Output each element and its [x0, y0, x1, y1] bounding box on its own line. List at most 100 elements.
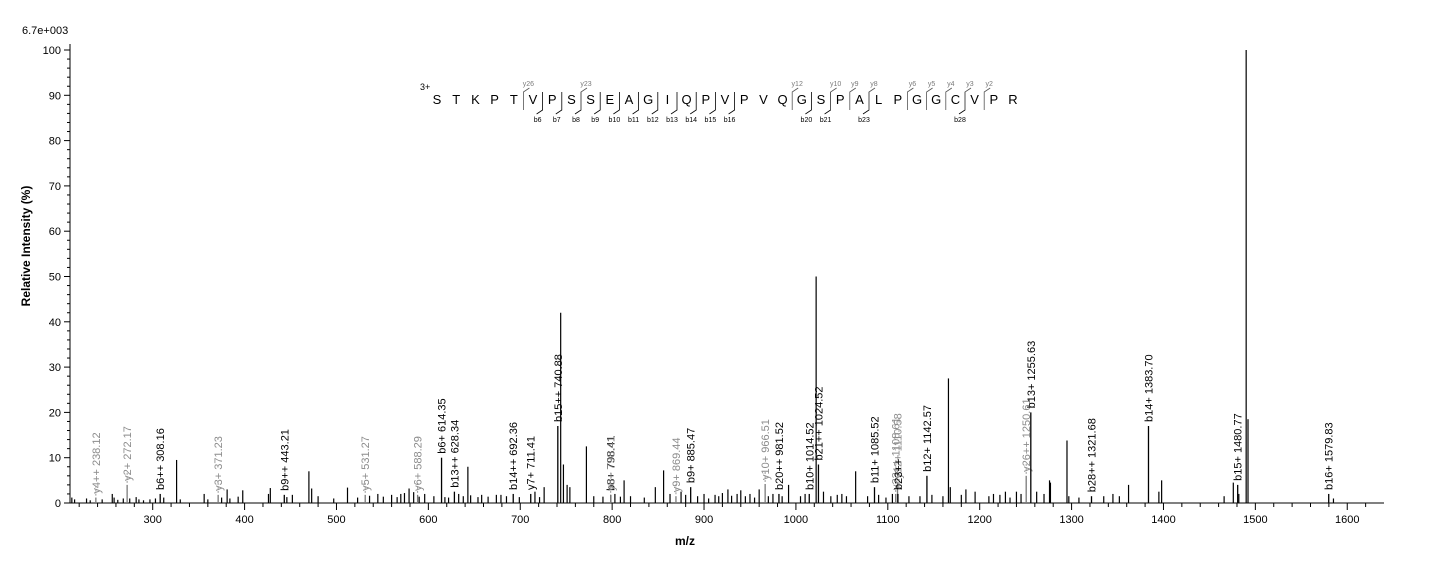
- residue-letter: E: [605, 92, 614, 107]
- b-ion-marker: b10: [609, 117, 621, 124]
- b-ion-label: b9+ 885.47: [686, 428, 698, 483]
- b-ion-marker: b20: [801, 117, 813, 124]
- x-tick-label: 300: [144, 514, 162, 526]
- b-ion-label: b13++ 628.34: [449, 420, 461, 488]
- y-ion-marker: y3: [966, 81, 974, 88]
- b-ion-marker: b11: [628, 117, 639, 124]
- y-ion-label: y3+ 371.23: [213, 436, 225, 491]
- residue-letter: P: [989, 92, 998, 107]
- y-ion-marker: y12: [792, 81, 803, 88]
- y-ion-bracket: [926, 87, 933, 110]
- b-ion-label: y7+ 711.41: [526, 436, 538, 490]
- b-ion-marker: b9: [591, 117, 599, 124]
- b-ion-label: b6++ 308.16: [155, 428, 167, 490]
- b-ion-label: b20++ 981.52: [774, 422, 786, 490]
- y-ion-bracket: [964, 87, 972, 110]
- residue-letter: C: [951, 92, 960, 107]
- b-ion-label: b12+ 1142.57: [922, 405, 934, 472]
- b-ion-bracket: [689, 92, 697, 115]
- y-ion-marker: y6: [909, 81, 917, 88]
- y-ion-bracket: [868, 87, 876, 110]
- b-ion-label: b10+ 1014.52: [804, 422, 816, 490]
- y-ion-label: y12+ 1110.58: [893, 413, 905, 478]
- y-ion-marker: y9: [851, 81, 859, 88]
- y-tick-label: 50: [49, 272, 61, 284]
- residue-letter: G: [797, 92, 807, 107]
- residue-letter: A: [855, 92, 864, 107]
- y-ion-label: y23++ 1108.61: [891, 417, 903, 490]
- b-ion-marker: b23: [858, 117, 870, 124]
- x-tick-label: 1500: [1243, 514, 1267, 526]
- y-ion-bracket: [580, 87, 588, 110]
- y-ion-bracket: [945, 87, 953, 110]
- y-tick-label: 0: [55, 498, 61, 510]
- residue-letter: V: [721, 92, 730, 107]
- b-ion-label: b28++ 1321.68: [1087, 418, 1099, 492]
- b-ion-label: b14+ 1383.70: [1143, 354, 1155, 422]
- residue-letter: A: [625, 92, 634, 107]
- y-ion-bracket: [523, 87, 530, 110]
- x-tick-label: 900: [695, 514, 713, 526]
- y-ion-label: y5+ 531.27: [360, 436, 372, 491]
- y-ion-marker: y5: [928, 81, 936, 88]
- b-ion-marker: b8: [572, 117, 580, 124]
- b-ion-label: b21++ 1024.52: [813, 386, 825, 460]
- y-ion-marker: y2: [985, 81, 993, 88]
- y-ion-bracket: [907, 87, 914, 110]
- x-tick-label: 1000: [784, 514, 808, 526]
- b-ion-bracket: [593, 92, 601, 115]
- y-ion-marker: y4: [947, 81, 955, 88]
- residue-letter: V: [759, 92, 768, 107]
- y-ion-bracket: [849, 87, 857, 110]
- x-tick-label: 800: [603, 514, 621, 526]
- plot-area: 0 10 20 30 40 50 60 70 80 90 100 300 400 500 600 700 800…: [43, 44, 1384, 526]
- x-tick-label: 1600: [1335, 514, 1359, 526]
- y-ion-label: y6+ 588.29: [413, 436, 425, 491]
- residue-letter: G: [643, 92, 653, 107]
- y-ion-label: y2+ 272.17: [122, 426, 134, 481]
- b-ion-label: b15+ 1480.77: [1233, 413, 1245, 481]
- residue-letter: Q: [778, 92, 788, 107]
- y-tick-label: 60: [49, 226, 61, 238]
- residue-letter: L: [875, 92, 882, 107]
- y-tick-label: 40: [49, 317, 61, 329]
- y-ion-label: y10+ 966.51: [760, 419, 772, 480]
- b-ion-label: b16+ 1579.83: [1324, 422, 1336, 490]
- residue-letter: R: [1008, 92, 1017, 107]
- residue-letter: V: [970, 92, 979, 107]
- y-tick-label: 80: [49, 136, 61, 148]
- y-tick-label: 20: [49, 407, 61, 419]
- b-ion-marker: b14: [685, 117, 697, 124]
- y-ion-marker: y8: [870, 81, 878, 88]
- residue-letter: T: [510, 92, 518, 107]
- b-ion-marker: b15: [705, 117, 717, 124]
- b-ion-label: b23++: [893, 459, 905, 490]
- b-ion-bracket: [613, 92, 620, 115]
- x-tick-label: 500: [327, 514, 345, 526]
- x-tick-label: 1300: [1059, 514, 1083, 526]
- b-ion-marker: b7: [553, 117, 561, 124]
- y-tick-label: 90: [49, 90, 61, 102]
- precursor-charge: 3+: [420, 82, 430, 92]
- residue-letter: P: [701, 92, 710, 107]
- b-ion-bracket: [536, 92, 543, 115]
- b-ion-label: b15++ 740.88: [553, 354, 565, 422]
- y-axis-title: Relative Intensity (%): [19, 186, 33, 307]
- residue-letter: P: [836, 92, 845, 107]
- residue-letter: S: [586, 92, 595, 107]
- y-ion-label: y4++ 238.12: [91, 432, 103, 493]
- b-ion-label: b11+ 1085.52: [869, 416, 881, 483]
- peptide-sequence-map: 3+S T K P T V P S S E A G I Q P V P V Q G S P A L P G G C V P Rb6 b7 b8 b…: [420, 81, 1018, 124]
- x-tick-label: 600: [419, 514, 437, 526]
- b-ion-label: b13+ 1255.63: [1026, 341, 1038, 409]
- y-tick-label: 70: [49, 181, 61, 193]
- residue-letter: P: [548, 92, 557, 107]
- residue-letter: T: [452, 92, 460, 107]
- b-ion-bracket: [651, 92, 659, 115]
- residue-letter: V: [529, 92, 538, 107]
- residue-letter: I: [666, 92, 670, 107]
- y-tick-label: 100: [43, 45, 61, 57]
- b-ion-marker: b6: [534, 117, 542, 124]
- residue-letter: Q: [682, 92, 692, 107]
